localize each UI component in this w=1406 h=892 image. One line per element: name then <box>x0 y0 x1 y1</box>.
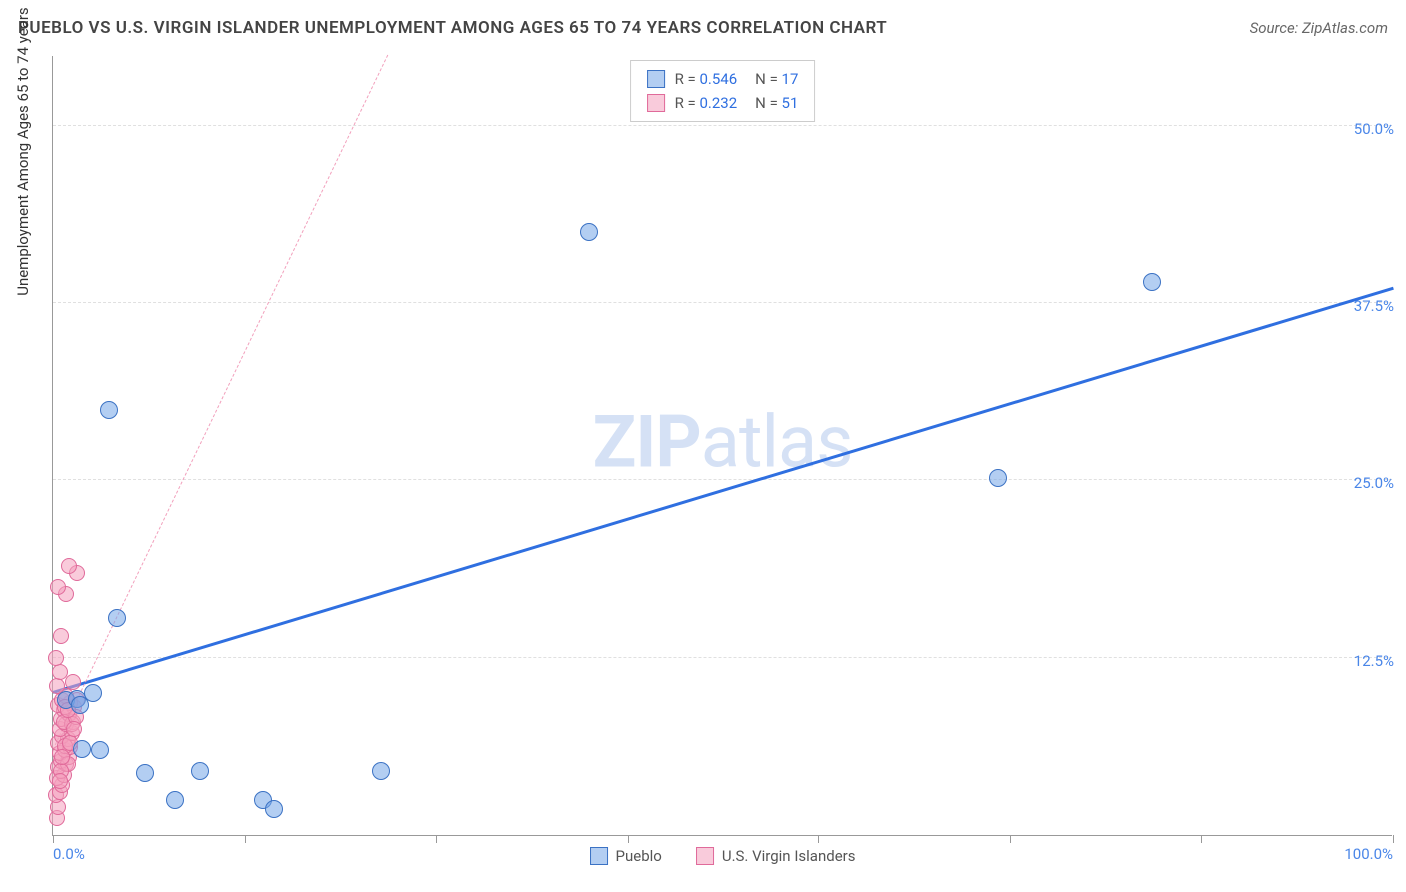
legend-label-usvi: U.S. Virgin Islanders <box>722 847 856 865</box>
correlation-legend: R = 0.546N = 17 R = 0.232N = 51 <box>630 60 816 122</box>
x-tick <box>1201 835 1202 843</box>
legend-label-pueblo: Pueblo <box>616 847 662 865</box>
x-tick-label: 0.0% <box>53 845 85 863</box>
x-tick <box>818 835 819 843</box>
point-pueblo <box>580 223 598 241</box>
trendline-pueblo <box>53 287 1394 694</box>
gridline <box>53 125 1392 126</box>
legend-item-usvi: U.S. Virgin Islanders <box>696 847 856 865</box>
gridline <box>53 657 1392 658</box>
point-usvi <box>61 558 77 574</box>
point-usvi <box>66 721 82 737</box>
x-tick-label: 100.0% <box>1344 845 1393 863</box>
point-usvi <box>52 773 68 789</box>
watermark-light: atlas <box>701 399 853 484</box>
correlation-row-usvi: R = 0.232N = 51 <box>647 91 799 115</box>
x-tick <box>53 835 54 843</box>
chart-header: PUEBLO VS U.S. VIRGIN ISLANDER UNEMPLOYM… <box>18 18 1388 38</box>
x-tick <box>1393 835 1394 843</box>
y-tick-label: 12.5% <box>1354 652 1394 670</box>
watermark-bold: ZIP <box>593 399 701 484</box>
n-value-pueblo: 17 <box>782 70 799 88</box>
point-usvi <box>52 664 68 680</box>
swatch-blue-icon <box>590 847 608 865</box>
series-legend: Pueblo U.S. Virgin Islanders <box>590 847 856 865</box>
y-tick-label: 25.0% <box>1354 474 1394 492</box>
point-pueblo <box>989 469 1007 487</box>
y-tick-label: 50.0% <box>1354 120 1394 138</box>
swatch-blue-icon <box>647 70 665 88</box>
x-tick <box>245 835 246 843</box>
point-pueblo <box>91 741 109 759</box>
gridline <box>53 302 1392 303</box>
watermark: ZIPatlas <box>593 399 853 484</box>
point-usvi <box>65 674 81 690</box>
swatch-pink-icon <box>696 847 714 865</box>
x-tick <box>436 835 437 843</box>
point-pueblo <box>1143 273 1161 291</box>
point-pueblo <box>108 609 126 627</box>
correlation-row-pueblo: R = 0.546N = 17 <box>647 67 799 91</box>
point-usvi <box>54 749 70 765</box>
r-value-pueblo: 0.546 <box>699 70 737 88</box>
legend-item-pueblo: Pueblo <box>590 847 662 865</box>
r-value-usvi: 0.232 <box>699 94 737 112</box>
point-pueblo <box>100 401 118 419</box>
point-usvi <box>50 579 66 595</box>
point-pueblo <box>136 764 154 782</box>
x-tick <box>628 835 629 843</box>
plot-region: ZIPatlas R = 0.546N = 17 R = 0.232N = 51… <box>52 56 1392 836</box>
point-pueblo <box>372 762 390 780</box>
n-value-usvi: 51 <box>782 94 799 112</box>
point-usvi <box>53 628 69 644</box>
y-axis-label: Unemployment Among Ages 65 to 74 years <box>14 7 32 295</box>
point-pueblo <box>84 684 102 702</box>
point-pueblo <box>265 800 283 818</box>
point-usvi <box>48 650 64 666</box>
x-tick <box>1010 835 1011 843</box>
swatch-pink-icon <box>647 94 665 112</box>
gridline <box>53 479 1392 480</box>
y-tick-label: 37.5% <box>1354 297 1394 315</box>
chart-area: ZIPatlas R = 0.546N = 17 R = 0.232N = 51… <box>52 56 1392 836</box>
point-pueblo <box>166 791 184 809</box>
chart-source: Source: ZipAtlas.com <box>1250 19 1388 37</box>
point-pueblo <box>73 740 91 758</box>
point-pueblo <box>191 762 209 780</box>
chart-title: PUEBLO VS U.S. VIRGIN ISLANDER UNEMPLOYM… <box>18 18 887 38</box>
